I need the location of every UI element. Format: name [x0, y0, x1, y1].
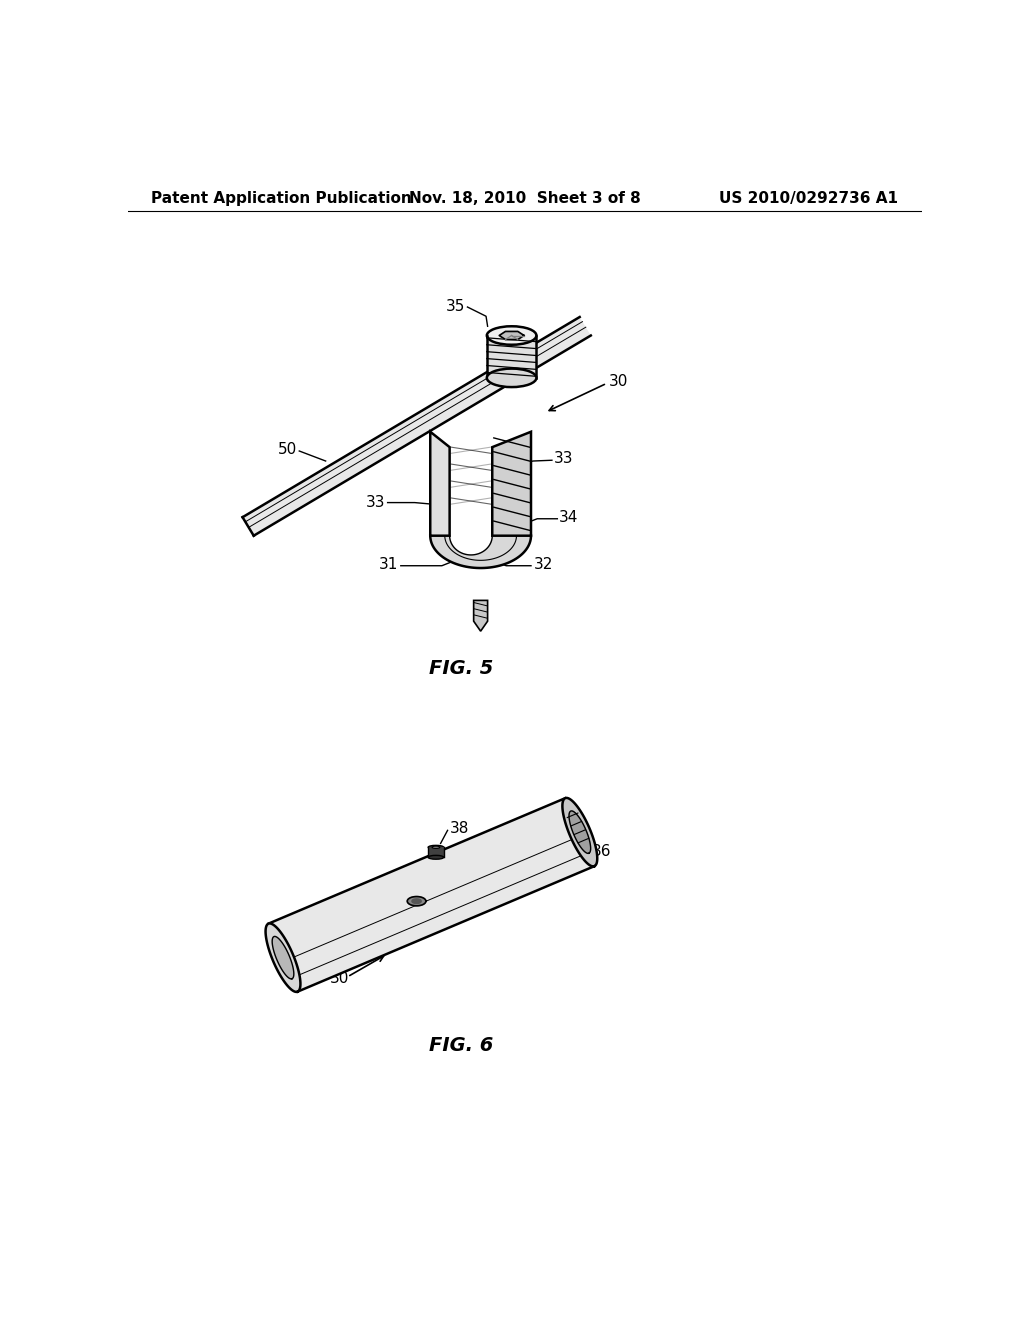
Polygon shape [486, 335, 537, 378]
Polygon shape [268, 799, 594, 991]
Ellipse shape [486, 368, 537, 387]
Polygon shape [569, 810, 591, 853]
Polygon shape [265, 924, 300, 991]
Text: Patent Application Publication: Patent Application Publication [152, 191, 412, 206]
Text: 33: 33 [366, 495, 385, 510]
Text: 38: 38 [450, 821, 469, 836]
Text: 30: 30 [608, 374, 628, 389]
Ellipse shape [428, 845, 443, 849]
Text: Nov. 18, 2010  Sheet 3 of 8: Nov. 18, 2010 Sheet 3 of 8 [409, 191, 641, 206]
Polygon shape [412, 899, 421, 903]
Text: 31: 31 [467, 882, 486, 898]
Polygon shape [430, 432, 450, 536]
Text: 31: 31 [378, 557, 397, 572]
Ellipse shape [486, 326, 537, 345]
Text: 36: 36 [592, 843, 611, 859]
Text: 30: 30 [330, 972, 349, 986]
Text: FIG. 5: FIG. 5 [429, 659, 494, 678]
Polygon shape [474, 601, 487, 631]
Polygon shape [243, 317, 591, 536]
Polygon shape [272, 936, 294, 979]
Text: 34: 34 [559, 510, 579, 525]
Text: 35: 35 [445, 298, 465, 314]
Polygon shape [500, 331, 524, 339]
Polygon shape [430, 536, 531, 568]
Text: 32: 32 [534, 557, 553, 572]
Polygon shape [428, 847, 443, 857]
Ellipse shape [432, 846, 440, 849]
Ellipse shape [428, 855, 443, 859]
Text: FIG. 6: FIG. 6 [429, 1036, 494, 1055]
Polygon shape [562, 797, 597, 866]
Polygon shape [493, 432, 531, 536]
Text: 33: 33 [554, 451, 573, 466]
Polygon shape [408, 896, 426, 906]
Text: 50: 50 [278, 442, 297, 457]
Text: US 2010/0292736 A1: US 2010/0292736 A1 [719, 191, 898, 206]
Text: 37: 37 [450, 855, 469, 870]
